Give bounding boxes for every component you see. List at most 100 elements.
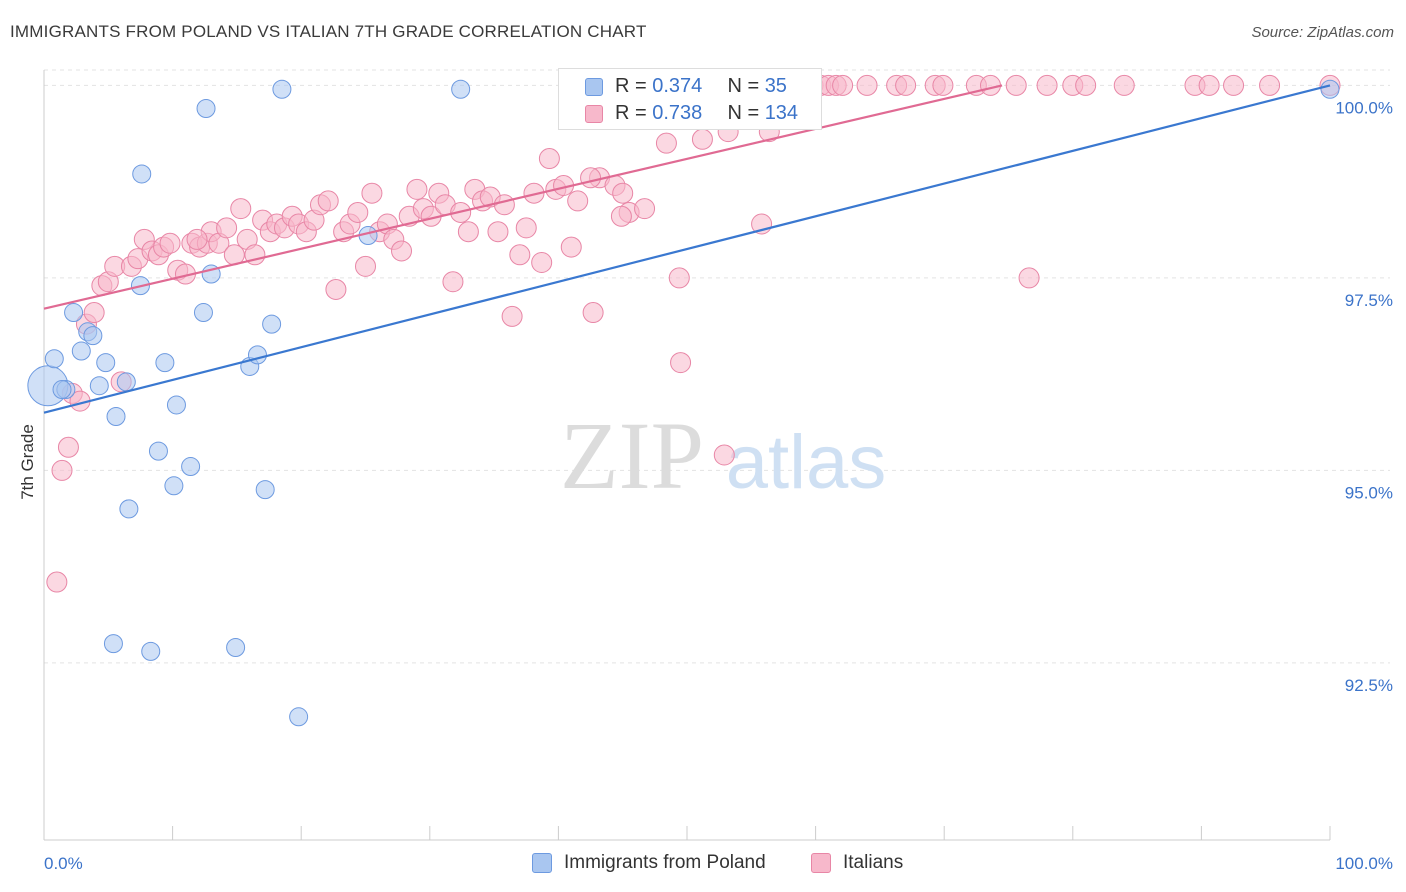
- axis-labels: 92.5% 95.0% 97.5% 100.0% 0.0% 100.0%: [44, 98, 1393, 873]
- point-italians: [509, 244, 531, 266]
- point-italians: [580, 167, 602, 189]
- point-poland: [262, 314, 282, 334]
- point-poland: [451, 79, 471, 99]
- point-italians: [186, 228, 208, 250]
- point-italians: [457, 221, 479, 243]
- series-legend: Immigrants from Poland Italians: [0, 851, 1406, 879]
- point-poland: [103, 634, 123, 654]
- legend-r-label: R =: [615, 75, 653, 97]
- legend-label-poland: Immigrants from Poland: [564, 852, 766, 873]
- point-italians: [216, 217, 238, 239]
- point-italians: [691, 128, 713, 150]
- point-italians: [355, 255, 376, 277]
- point-italians: [1198, 74, 1220, 96]
- point-poland: [89, 376, 109, 396]
- point-italians: [713, 444, 735, 466]
- watermark-atlas: atlas: [726, 420, 887, 505]
- point-italians: [515, 217, 537, 239]
- chart-source: Source: ZipAtlas.com: [1251, 24, 1394, 41]
- point-italians: [895, 74, 917, 96]
- watermark: ZIP atlas: [560, 402, 886, 509]
- point-italians: [634, 198, 656, 220]
- point-poland: [52, 380, 72, 400]
- legend-n-value: 35: [764, 75, 787, 97]
- legend-n-label: N =: [727, 102, 765, 124]
- point-italians: [668, 267, 690, 289]
- point-italians: [159, 232, 181, 254]
- legend-swatch-poland: [532, 853, 552, 873]
- point-poland: [247, 345, 267, 365]
- point-poland: [226, 638, 246, 657]
- point-poland: [132, 164, 152, 184]
- point-italians: [1223, 74, 1245, 96]
- y-axis-label: 7th Grade: [18, 424, 37, 500]
- legend-n-value: 134: [764, 102, 799, 124]
- legend-n-label: N =: [727, 75, 765, 97]
- point-poland: [141, 641, 161, 661]
- point-italians: [1259, 74, 1281, 96]
- legend-r-value: 0.374: [652, 75, 703, 97]
- point-italians: [932, 74, 954, 96]
- trend-lines: [43, 84, 1331, 414]
- point-poland: [166, 395, 186, 415]
- point-poland: [196, 99, 216, 118]
- point-italians: [347, 201, 369, 223]
- point-italians: [538, 148, 560, 170]
- point-italians: [57, 436, 79, 458]
- point-italians: [406, 178, 428, 200]
- point-italians: [1005, 74, 1027, 96]
- legend-r-value: 0.738: [652, 102, 703, 124]
- stats-legend: R = 0.374 N = 35 R = 0.738 N = 134: [558, 68, 822, 130]
- point-poland: [71, 341, 91, 361]
- y-tick-label: 97.5%: [1345, 291, 1393, 310]
- point-italians: [582, 302, 604, 324]
- axes: [43, 70, 1331, 841]
- point-poland: [83, 326, 103, 346]
- point-italians: [493, 194, 515, 216]
- y-tick-label: 95.0%: [1345, 483, 1393, 502]
- point-poland: [64, 303, 84, 323]
- point-poland: [1320, 79, 1340, 99]
- legend-swatch-italians: [811, 853, 831, 873]
- point-italians: [670, 352, 692, 374]
- point-poland: [44, 349, 64, 369]
- trend-line-poland: [43, 84, 1331, 414]
- legend-r-label: R =: [615, 102, 653, 124]
- point-italians: [230, 198, 252, 220]
- x-tick-label-min: 0.0%: [44, 854, 83, 873]
- data-points: [27, 74, 1341, 727]
- point-italians: [83, 302, 105, 324]
- point-italians: [531, 252, 553, 273]
- legend-label-italians: Italians: [843, 852, 904, 873]
- point-italians: [655, 132, 677, 154]
- point-italians: [1075, 74, 1097, 96]
- point-italians: [832, 74, 854, 96]
- point-poland: [106, 407, 126, 426]
- point-italians: [442, 271, 464, 293]
- point-italians: [317, 190, 339, 212]
- point-italians: [391, 240, 413, 262]
- trend-line-italians: [43, 84, 1003, 310]
- point-italians: [610, 205, 632, 227]
- point-poland: [155, 353, 175, 373]
- point-italians: [501, 305, 523, 327]
- point-italians: [51, 459, 73, 481]
- chart-title: IMMIGRANTS FROM POLAND VS ITALIAN 7TH GR…: [10, 22, 647, 41]
- legend-swatch-italians: [585, 105, 603, 123]
- point-poland: [96, 353, 116, 373]
- y-tick-label: 92.5%: [1345, 676, 1393, 695]
- point-poland: [119, 499, 139, 519]
- point-poland: [181, 457, 201, 477]
- point-italians: [612, 182, 634, 204]
- watermark-zip: ZIP: [560, 402, 704, 509]
- point-italians: [325, 278, 347, 300]
- x-tick-label-max: 100.0%: [1335, 854, 1393, 873]
- point-poland: [255, 480, 275, 500]
- point-italians: [856, 74, 878, 96]
- point-italians: [567, 190, 589, 212]
- point-italians: [560, 236, 582, 258]
- point-italians: [1113, 74, 1135, 96]
- point-poland: [164, 476, 184, 496]
- point-poland: [193, 303, 213, 323]
